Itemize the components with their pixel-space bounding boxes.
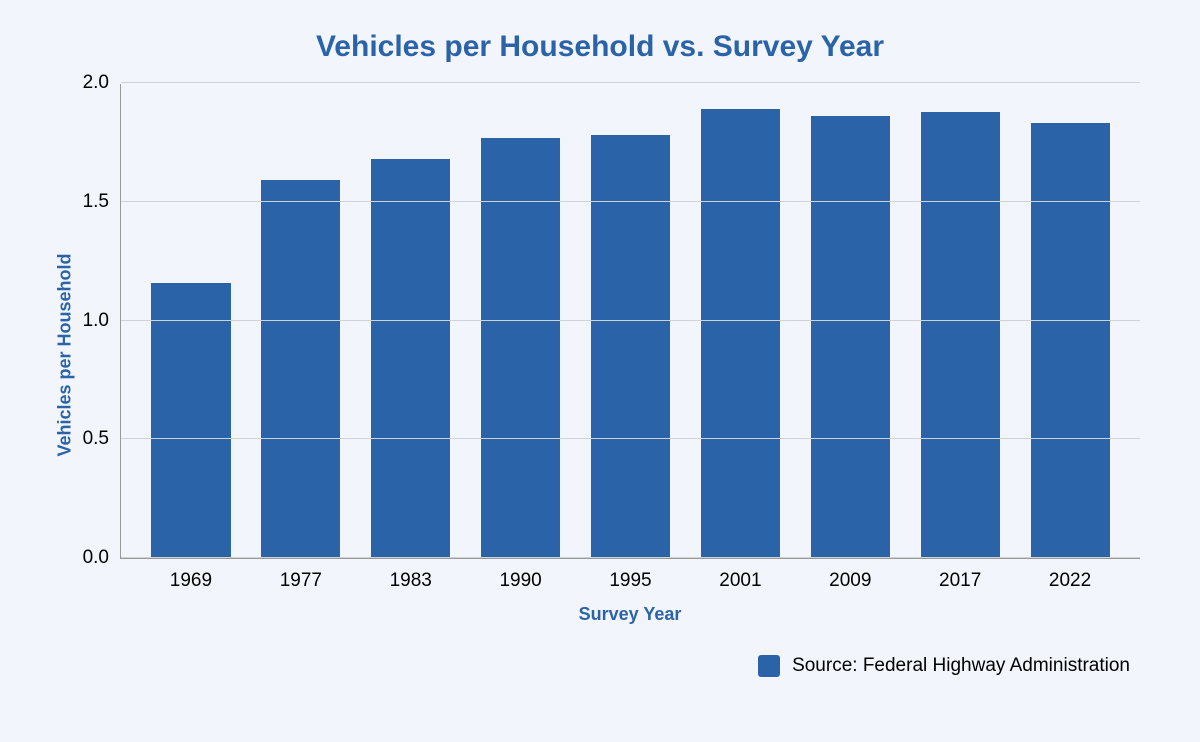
x-tick-label: 2017 — [939, 558, 981, 592]
grid-line — [121, 438, 1140, 439]
legend-swatch — [758, 655, 780, 677]
plot-area: 196919771983199019952001200920172022 0.0… — [120, 84, 1140, 559]
x-tick-label: 1977 — [280, 558, 322, 592]
y-tick-label: 0.0 — [83, 547, 121, 569]
bar-slot: 1995 — [576, 84, 686, 558]
bar — [1031, 123, 1110, 558]
bar-slot: 2022 — [1015, 84, 1125, 558]
bar — [261, 180, 340, 558]
bar-slot: 1983 — [356, 84, 466, 558]
bar-slot: 2009 — [795, 84, 905, 558]
bar-slot: 1977 — [246, 84, 356, 558]
bar-slot: 1969 — [136, 84, 246, 558]
y-axis-label: Vehicles per Household — [55, 253, 76, 456]
x-tick-label: 1995 — [609, 558, 651, 592]
grid-line — [121, 82, 1140, 83]
legend: Source: Federal Highway Administration — [40, 655, 1130, 677]
chart-container: Vehicles per Household vs. Survey Year V… — [0, 0, 1200, 742]
bar-slot: 2001 — [685, 84, 795, 558]
bar — [371, 159, 450, 558]
y-tick-label: 0.5 — [83, 428, 121, 450]
x-tick-label: 1990 — [499, 558, 541, 592]
bar — [811, 116, 890, 558]
grid-line — [121, 320, 1140, 321]
bar — [151, 283, 230, 559]
bar-slot: 2017 — [905, 84, 1015, 558]
bar — [921, 112, 1000, 559]
x-tick-label: 1969 — [170, 558, 212, 592]
y-tick-label: 2.0 — [83, 72, 121, 94]
bar — [591, 135, 670, 558]
x-axis-label: Survey Year — [120, 604, 1140, 625]
grid-line — [121, 557, 1140, 558]
grid-line — [121, 201, 1140, 202]
x-tick-label: 2009 — [829, 558, 871, 592]
y-tick-label: 1.5 — [83, 191, 121, 213]
x-tick-label: 2001 — [719, 558, 761, 592]
chart-title: Vehicles per Household vs. Survey Year — [40, 30, 1160, 64]
plot-wrapper: Vehicles per Household 19691977198319901… — [120, 84, 1140, 625]
x-tick-label: 1983 — [390, 558, 432, 592]
bar-slot: 1990 — [466, 84, 576, 558]
bars-group: 196919771983199019952001200920172022 — [121, 84, 1140, 558]
legend-text: Source: Federal Highway Administration — [792, 655, 1130, 677]
y-tick-label: 1.0 — [83, 310, 121, 332]
x-tick-label: 2022 — [1049, 558, 1091, 592]
bar — [701, 109, 780, 558]
